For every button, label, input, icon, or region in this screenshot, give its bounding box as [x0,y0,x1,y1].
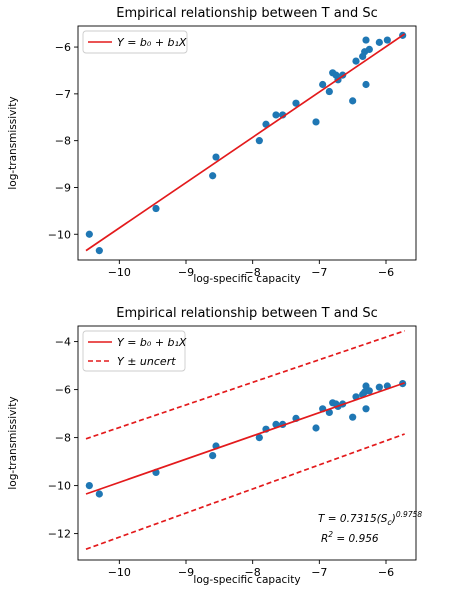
data-point [375,38,383,46]
data-point [383,36,391,44]
data-point [95,490,103,498]
y-axis-label: log-transmissivity [7,396,19,489]
data-point [365,45,373,54]
data-point [85,482,93,490]
y-tick-label: −8 [55,135,71,148]
x-tick-label: −8 [245,566,261,579]
data-point [365,387,373,395]
data-point [279,111,287,119]
data-point [362,405,370,413]
legend-label-uncert: Y ± uncert [117,355,176,368]
x-ticks: −10 −9 −8 −7 −6 [108,560,394,579]
x-tick-label: −10 [108,266,131,279]
axes-frame [77,25,417,261]
x-tick-label: −9 [178,566,194,579]
data-point [255,137,263,145]
x-tick-label: −7 [311,266,327,279]
chart-title: Empirical relationship between T and Sc [116,6,378,21]
data-point [312,118,320,126]
plot-area [85,31,407,255]
r2-annotation: R2 = 0.956 [321,530,379,545]
legend: Y = b₀ + b₁X Y ± uncert [82,330,187,372]
y-ticks: −10 −9 −8 −7 −6 [48,41,78,241]
y-ticks: −12 −10 −8 −6 −4 [48,336,78,541]
equation-text: T = 0.7315(S [318,513,388,525]
data-point [272,111,280,119]
regression-line [85,382,405,495]
chart-bottom: Empirical relationship between T and Sc … [7,306,422,586]
data-point [319,80,327,89]
data-point [325,87,333,96]
x-tick-label: −7 [311,566,327,579]
chart-top: Empirical relationship between T and Sc … [7,6,417,285]
data-point [375,383,383,391]
y-axis-label: log-transmissivity [7,96,19,189]
data-point [212,153,220,161]
data-point [292,99,300,107]
r2-prefix: R [321,533,328,545]
data-point [209,452,217,460]
lower-uncertainty-line [85,433,405,550]
r2-superscript: 2 [328,530,333,539]
x-ticks: −10 −9 −8 −7 −6 [108,260,394,279]
y-tick-label: −9 [55,181,71,194]
y-tick-label: −7 [55,88,71,101]
equation-close: ) [391,513,396,525]
equation-exponent: 0.9758 [396,510,422,519]
data-point [85,230,93,238]
equation-annotation: T = 0.7315(Sc)0.9758 [318,510,422,527]
legend: Y = b₀ + b₁X [82,30,188,54]
x-axis-label: log-specific capacity [193,574,300,586]
data-point [95,247,103,255]
data-point [362,80,370,89]
y-tick-label: −6 [55,41,71,54]
data-point [152,204,160,213]
data-point [272,420,280,428]
data-point [349,97,357,105]
x-axis-label: log-specific capacity [193,273,300,285]
data-point [209,172,217,180]
r2-value: = 0.956 [333,533,379,545]
data-point [362,36,370,44]
x-tick-label: −6 [378,266,394,279]
equation-subscript: c [387,518,392,527]
data-point [352,57,360,65]
legend-box [82,30,188,54]
legend-label-fit: Y = b₀ + b₁X [117,36,187,49]
chart-title: Empirical relationship between T and Sc [116,306,378,321]
regression-line [85,33,406,252]
axes-frame [77,325,417,561]
y-tick-label: −10 [48,480,71,493]
plot-area [85,329,407,550]
upper-uncertainty-line [85,329,405,440]
data-point [312,424,320,432]
y-tick-label: −10 [48,228,71,241]
y-tick-label: −4 [55,336,71,349]
data-point [255,434,263,442]
y-tick-label: −12 [48,528,71,541]
data-point [349,413,357,421]
x-tick-label: −6 [378,566,394,579]
x-tick-label: −9 [178,266,194,279]
legend-label-fit: Y = b₀ + b₁X [117,336,187,349]
x-tick-label: −8 [245,266,261,279]
x-tick-label: −10 [108,566,131,579]
y-tick-label: −8 [55,432,71,445]
y-tick-label: −6 [55,384,71,397]
